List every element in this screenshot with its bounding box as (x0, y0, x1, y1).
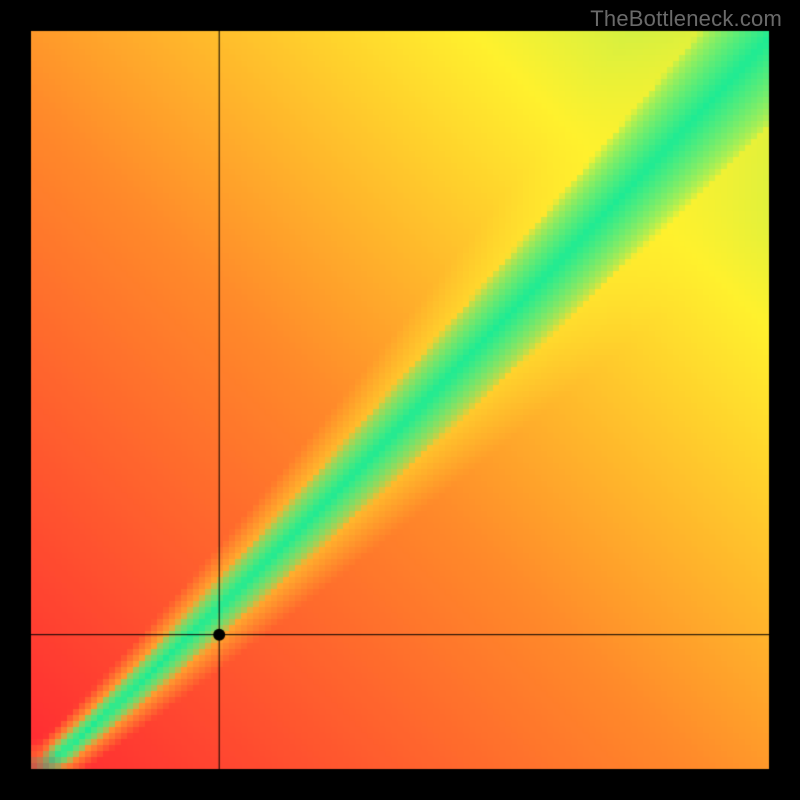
heatmap-canvas (0, 0, 800, 800)
chart-container: TheBottleneck.com (0, 0, 800, 800)
watermark-text: TheBottleneck.com (590, 6, 782, 32)
